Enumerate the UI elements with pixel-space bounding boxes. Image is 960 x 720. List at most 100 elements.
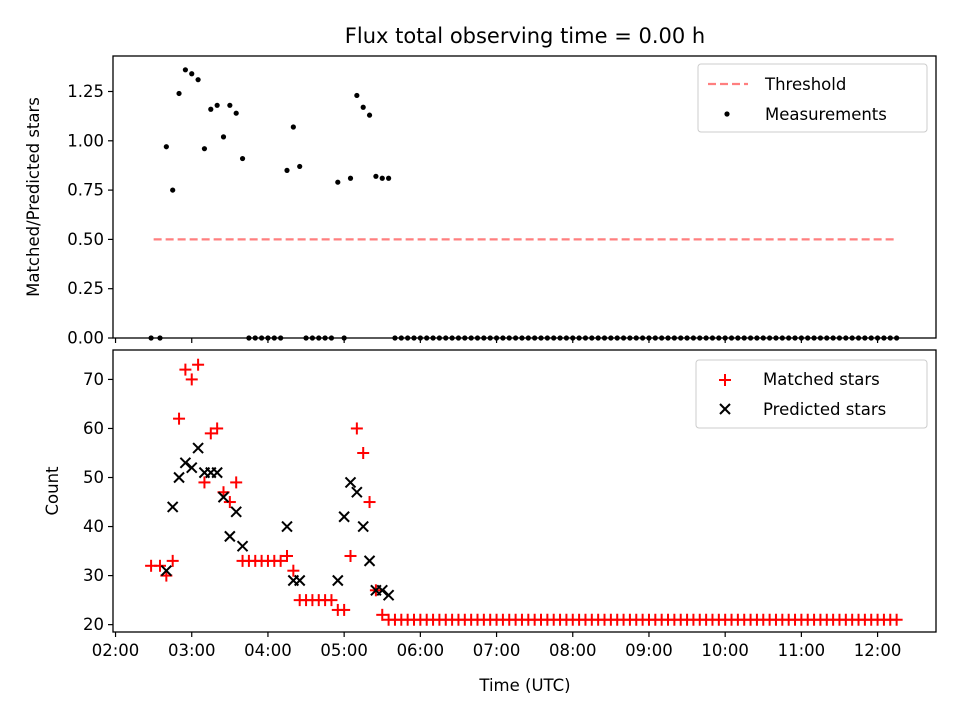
measurement-point bbox=[195, 77, 201, 83]
matched-star-point bbox=[344, 549, 357, 562]
predicted-star-point bbox=[338, 511, 350, 523]
matched-star-point bbox=[185, 373, 198, 386]
bottom-xtick-label: 12:00 bbox=[854, 641, 902, 660]
predicted-star-stroke-b bbox=[166, 501, 179, 513]
bottom-legend-box bbox=[695, 359, 928, 429]
bottom-legend-predicted-swatch bbox=[719, 403, 731, 415]
bottom-ytick-label: 70 bbox=[83, 370, 104, 389]
measurement-point bbox=[208, 106, 214, 112]
predicted-star-stroke-b bbox=[351, 486, 363, 498]
top-ytick-label: 0.00 bbox=[67, 329, 104, 348]
top-legend-threshold-label: Threshold bbox=[764, 75, 846, 94]
predicted-star-stroke-b bbox=[338, 511, 350, 523]
predicted-star-point bbox=[192, 442, 204, 454]
matched-star-point bbox=[350, 422, 363, 435]
measurement-point bbox=[201, 146, 208, 152]
measurement-point bbox=[163, 144, 169, 150]
matched-star-point bbox=[179, 363, 192, 376]
matched-star-point bbox=[198, 476, 211, 489]
matched-star-point bbox=[357, 446, 370, 459]
measurement-point bbox=[297, 163, 303, 170]
matched-star-point bbox=[230, 476, 243, 489]
measurement-point bbox=[176, 90, 182, 97]
predicted-star-point bbox=[173, 471, 185, 484]
matched-star-point bbox=[223, 496, 236, 509]
top-chart-title: Flux total observing time = 0.00 h bbox=[345, 24, 705, 48]
measurement-point bbox=[227, 102, 233, 108]
top-plot-area: 0.00 0.25 0.50 0.75 1.00 1.25 bbox=[67, 67, 900, 348]
predicted-star-stroke-b bbox=[224, 530, 236, 543]
top-ytick-label: 0.25 bbox=[67, 279, 104, 298]
bottom-legend: Matched stars Predicted stars bbox=[695, 359, 928, 429]
predicted-star-point bbox=[236, 540, 249, 552]
bottom-ytick-label: 30 bbox=[83, 566, 104, 585]
measurement-point bbox=[182, 67, 188, 73]
top-ytick-label: 0.75 bbox=[67, 181, 104, 200]
matched-star-point bbox=[166, 554, 179, 567]
matched-star-point bbox=[153, 559, 166, 572]
predicted-star-stroke-b bbox=[192, 442, 204, 454]
top-legend-measurements-swatch bbox=[724, 111, 730, 117]
predicted-star-point bbox=[382, 589, 395, 601]
predicted-star-point bbox=[376, 584, 388, 597]
bottom-ytick-label: 40 bbox=[83, 517, 104, 536]
predicted-star-point bbox=[166, 501, 179, 513]
measurement-point bbox=[347, 175, 354, 181]
matched-star-point bbox=[274, 554, 287, 567]
predicted-star-stroke-b bbox=[179, 457, 192, 469]
measurement-point bbox=[220, 134, 227, 140]
bottom-xtick-label: 03:00 bbox=[168, 641, 216, 660]
bottom-xtick-label: 07:00 bbox=[473, 641, 521, 660]
predicted-star-point bbox=[293, 574, 306, 587]
predicted-star-stroke-b bbox=[344, 476, 357, 489]
bottom-legend-predicted-label: Predicted stars bbox=[763, 400, 886, 419]
measurement-point bbox=[366, 112, 373, 118]
predicted-star-point bbox=[230, 506, 242, 518]
measurement-point bbox=[233, 110, 239, 116]
bottom-xtick-label: 06:00 bbox=[397, 641, 445, 660]
matched-star-point bbox=[890, 613, 903, 626]
predicted-star-point bbox=[179, 457, 192, 469]
measurement-point bbox=[170, 187, 176, 193]
measurement-point bbox=[284, 167, 290, 173]
predicted-star-point bbox=[351, 486, 363, 498]
predicted-star-stroke-b bbox=[211, 466, 223, 479]
matched-star-point bbox=[204, 427, 217, 440]
predicted-star-stroke-b bbox=[236, 540, 249, 552]
predicted-star-point bbox=[344, 476, 357, 489]
measurement-point bbox=[354, 92, 360, 99]
top-legend-measurements-label: Measurements bbox=[765, 105, 887, 124]
bottom-legend-matched-swatch bbox=[719, 374, 731, 386]
predicted-star-stroke-b bbox=[332, 574, 344, 587]
matched-star-point bbox=[376, 608, 389, 621]
predicted-star-point bbox=[160, 564, 173, 577]
bottom-xtick-label: 05:00 bbox=[320, 641, 368, 660]
bottom-xtick-label: 10:00 bbox=[701, 641, 749, 660]
matched-star-point bbox=[287, 564, 300, 577]
matched-star-point bbox=[173, 412, 186, 425]
measurement-point bbox=[373, 173, 379, 179]
top-ytick-label: 1.25 bbox=[67, 82, 104, 101]
bottom-legend-matched-label: Matched stars bbox=[763, 370, 880, 389]
matched-star-point bbox=[211, 422, 224, 435]
predicted-star-point bbox=[363, 555, 376, 567]
bottom-axes-frame bbox=[112, 349, 937, 633]
matched-star-point bbox=[192, 358, 205, 371]
predicted-star-point bbox=[217, 491, 230, 503]
measurement-point bbox=[189, 71, 195, 77]
measurement-point bbox=[386, 175, 392, 181]
matched-star-point bbox=[280, 549, 293, 562]
matched-star-point bbox=[363, 496, 376, 509]
bottom-y-axis-label: Count bbox=[43, 466, 62, 516]
predicted-star-point bbox=[186, 461, 198, 474]
predicted-star-point bbox=[332, 574, 344, 587]
measurement-point bbox=[239, 155, 246, 162]
predicted-star-stroke-b bbox=[173, 471, 185, 484]
predicted-star-stroke-b bbox=[376, 584, 388, 597]
predicted-star-stroke-b bbox=[217, 491, 230, 503]
bottom-xtick-label: 11:00 bbox=[778, 641, 826, 660]
measurement-point bbox=[360, 104, 366, 110]
matched-star-point bbox=[338, 603, 351, 616]
predicted-star-point bbox=[357, 520, 369, 533]
bottom-xtick-label: 02:00 bbox=[92, 641, 140, 660]
